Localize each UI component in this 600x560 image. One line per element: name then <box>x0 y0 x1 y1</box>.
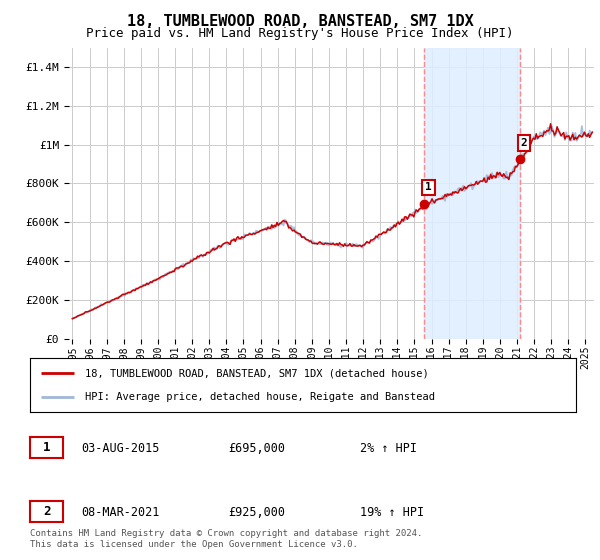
Text: 2% ↑ HPI: 2% ↑ HPI <box>360 441 417 455</box>
Text: Price paid vs. HM Land Registry's House Price Index (HPI): Price paid vs. HM Land Registry's House … <box>86 27 514 40</box>
Text: 19% ↑ HPI: 19% ↑ HPI <box>360 506 424 519</box>
Text: 18, TUMBLEWOOD ROAD, BANSTEAD, SM7 1DX (detached house): 18, TUMBLEWOOD ROAD, BANSTEAD, SM7 1DX (… <box>85 368 428 379</box>
Bar <box>424 48 520 339</box>
Text: 1: 1 <box>43 441 50 454</box>
Text: £695,000: £695,000 <box>228 441 285 455</box>
Text: Contains HM Land Registry data © Crown copyright and database right 2024.
This d: Contains HM Land Registry data © Crown c… <box>30 529 422 549</box>
Text: 2: 2 <box>43 505 50 519</box>
Text: 2: 2 <box>521 138 527 148</box>
Text: £925,000: £925,000 <box>228 506 285 519</box>
Text: HPI: Average price, detached house, Reigate and Banstead: HPI: Average price, detached house, Reig… <box>85 391 434 402</box>
Text: 1: 1 <box>425 183 432 193</box>
Text: 18, TUMBLEWOOD ROAD, BANSTEAD, SM7 1DX: 18, TUMBLEWOOD ROAD, BANSTEAD, SM7 1DX <box>127 14 473 29</box>
Text: 03-AUG-2015: 03-AUG-2015 <box>81 441 160 455</box>
Text: 08-MAR-2021: 08-MAR-2021 <box>81 506 160 519</box>
